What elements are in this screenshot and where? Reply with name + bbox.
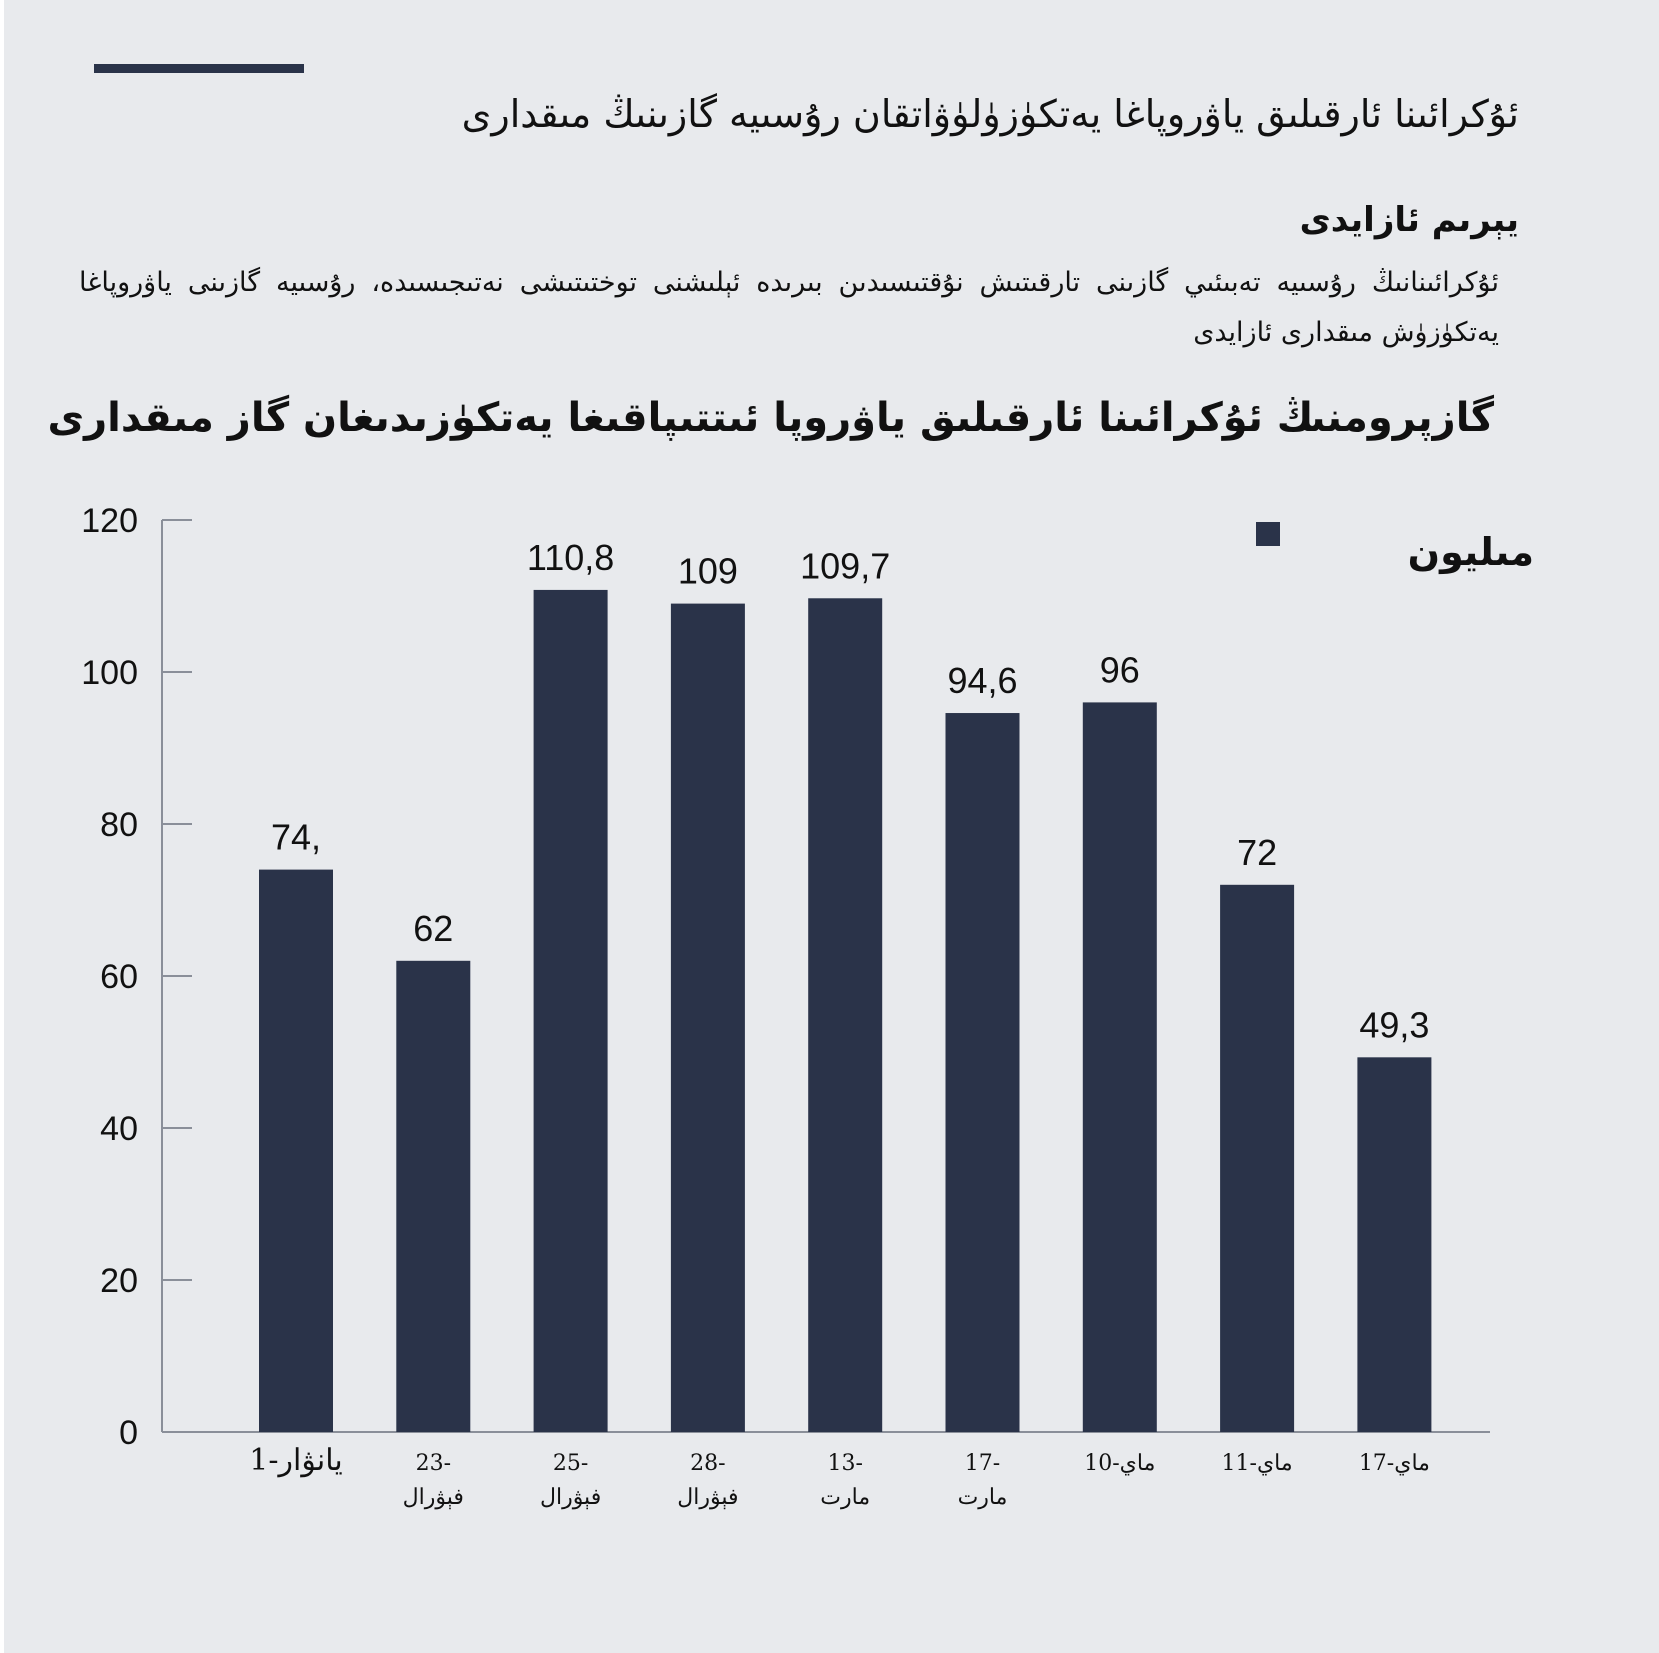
category-label: 23-	[416, 1451, 451, 1476]
bar	[396, 960, 471, 1432]
bar	[945, 713, 1020, 1432]
bar-value-label: 72	[1237, 832, 1277, 873]
y-tick-label: 0	[119, 1414, 138, 1452]
category-label-line2: فېۋرال	[540, 1485, 601, 1510]
bar-value-label: 49,3	[1359, 1004, 1429, 1045]
y-tick-label: 120	[81, 502, 138, 540]
category-label-line2: مارت	[958, 1485, 1008, 1510]
category-label: 10-ماي	[1084, 1451, 1155, 1476]
headline: ئۇكرائىنا ئارقىلىق ياۋروپاغا يەتكۈزۈلۈۋا…	[461, 92, 1519, 136]
category-label: 13-	[827, 1451, 862, 1476]
legend-swatch	[1256, 522, 1280, 546]
bar	[808, 598, 883, 1432]
category-label: 28-	[690, 1451, 725, 1476]
category-label: 1-يانۋار	[249, 1443, 342, 1478]
bar	[1357, 1057, 1432, 1432]
y-tick-label: 20	[100, 1262, 138, 1300]
category-label: 17-	[965, 1451, 1000, 1476]
bar-value-label: 109	[678, 551, 738, 592]
bar	[259, 869, 333, 1432]
chart-labels: 0 20 40 60 80 100 120 74, 1-يانۋار 62 23- فېۋرال 110…	[81, 502, 1430, 1510]
source-label: يېرىم ئازايدى	[1299, 200, 1519, 240]
bar-value-label: 109,7	[800, 545, 890, 586]
category-label: 25-	[553, 1451, 588, 1476]
y-tick-label: 60	[100, 958, 138, 996]
category-label: 17-ماي	[1359, 1451, 1430, 1476]
bar	[533, 589, 608, 1432]
y-tick-label: 100	[81, 654, 138, 692]
chart-bars	[259, 589, 1432, 1432]
category-label: 11-ماي	[1222, 1451, 1293, 1476]
category-label-line2: فېۋرال	[403, 1485, 464, 1510]
legend-label: مىليون	[1407, 530, 1534, 574]
bar-value-label: 94,6	[947, 660, 1017, 701]
category-label-line2: مارت	[820, 1485, 870, 1510]
chart-title: گازپرومنىڭ ئۇكرائىنا ئارقىلىق ياۋروپا ئى…	[47, 395, 1494, 441]
bar-value-label: 62	[413, 908, 453, 949]
bar-value-label: 74,	[271, 817, 321, 858]
y-tick-label: 40	[100, 1110, 138, 1148]
bar-value-label: 96	[1100, 649, 1140, 690]
bar	[1082, 702, 1157, 1432]
bar-value-label: 110,8	[527, 537, 614, 578]
description-text: ئۇكرائىنانىڭ رۇسىيە تەبىئىي گازىنى تارقى…	[79, 267, 1499, 348]
accent-line	[94, 64, 304, 73]
bar	[670, 603, 745, 1432]
category-label-line2: فېۋرال	[677, 1485, 738, 1510]
bar	[1220, 884, 1295, 1432]
y-tick-label: 80	[100, 806, 138, 844]
